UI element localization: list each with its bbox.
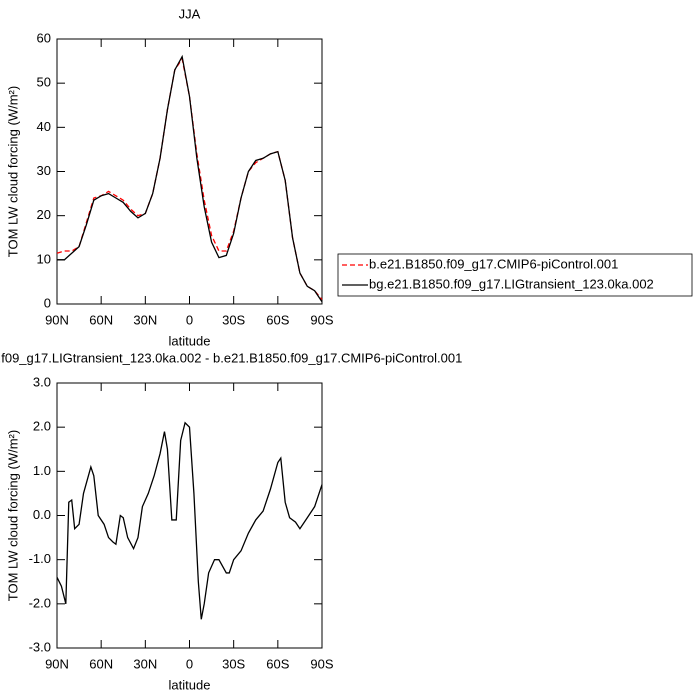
y-tick-label: 1.0 [33, 463, 51, 478]
chart-title: JJA [179, 6, 201, 21]
x-tick-label: 90S [310, 656, 333, 671]
y-tick-label: 0 [44, 295, 51, 310]
x-tick-label: 60N [89, 312, 113, 327]
y-tick-label: 3.0 [33, 374, 51, 389]
data-line [57, 54, 323, 303]
x-tick-label: 30N [133, 656, 157, 671]
y-tick-label: 2.0 [33, 419, 51, 434]
y-axis-label: TOM LW cloud forcing (W/m²) [5, 430, 20, 601]
y-tick-label: -2.0 [29, 595, 51, 610]
x-tick-label: 60S [266, 312, 289, 327]
y-tick-label: 60 [37, 30, 51, 45]
x-tick-label: 60S [266, 656, 289, 671]
x-tick-label: 90S [310, 312, 333, 327]
chart-title: bg.e21.B1850.f09_g17.LIGtransient_123.0k… [0, 350, 462, 365]
plot-frame [56, 382, 323, 649]
plot-frame [56, 38, 323, 305]
x-tick-label: 30S [222, 312, 245, 327]
y-tick-label: -3.0 [29, 639, 51, 654]
legend-label: b.e21.B1850.f09_g17.CMIP6-piControl.001 [369, 256, 618, 271]
x-axis-label: latitude [169, 677, 211, 692]
x-tick-label: 0 [186, 656, 193, 671]
x-tick-label: 60N [89, 656, 113, 671]
y-tick-label: 10 [37, 251, 51, 266]
data-line [56, 421, 323, 620]
x-tick-label: 0 [186, 312, 193, 327]
y-tick-label: 40 [37, 119, 51, 134]
y-tick-label: 0.0 [33, 507, 51, 522]
y-tick-label: -1.0 [29, 551, 51, 566]
legend-label: bg.e21.B1850.f09_g17.LIGtransient_123.0k… [369, 276, 654, 291]
x-tick-label: 90N [45, 656, 69, 671]
y-tick-label: 50 [37, 75, 51, 90]
y-tick-label: 20 [37, 207, 51, 222]
x-tick-label: 90N [45, 312, 69, 327]
y-tick-label: 30 [37, 163, 51, 178]
x-tick-label: 30S [222, 656, 245, 671]
legend-box [337, 253, 693, 297]
x-axis-label: latitude [169, 333, 211, 348]
x-tick-label: 30N [133, 312, 157, 327]
y-axis-label: TOM LW cloud forcing (W/m²) [5, 86, 20, 257]
